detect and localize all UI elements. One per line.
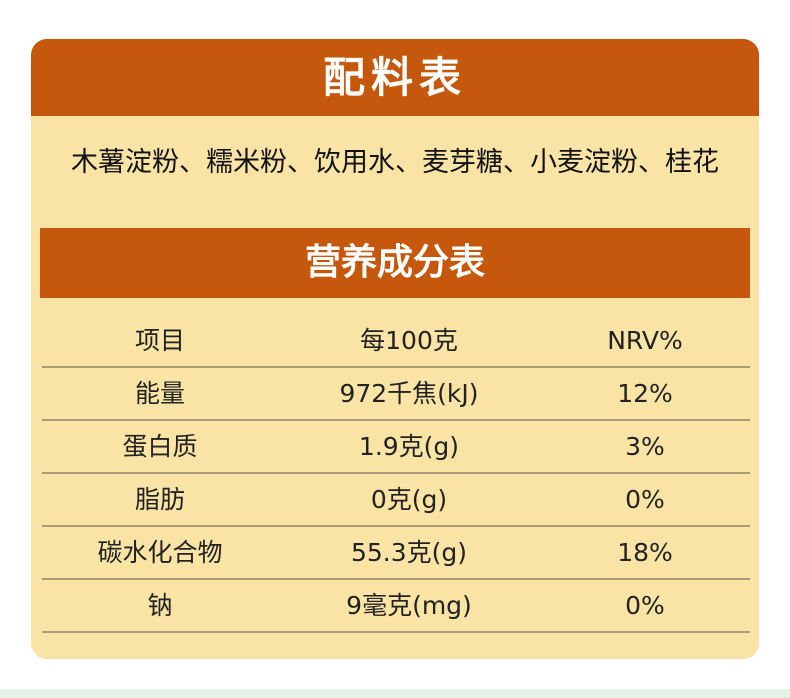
- nutrition-table: 项目 每100克 NRV% 能量 972千焦(kJ) 12% 蛋白质 1.9克(…: [42, 314, 750, 633]
- nutrient-amount: 1.9克(g): [358, 432, 460, 461]
- nutrient-nrv: 0%: [625, 485, 665, 514]
- bottom-strip: [0, 689, 790, 698]
- table-row: 脂肪 0克(g) 0%: [42, 474, 750, 527]
- table-row: 能量 972千焦(kJ) 12%: [42, 368, 750, 421]
- nutrient-nrv: 12%: [617, 379, 673, 408]
- nutrient-amount: 0克(g): [370, 485, 448, 514]
- nutrient-amount: 9毫克(mg): [346, 591, 472, 620]
- column-header-item: 项目: [134, 325, 185, 355]
- nutrient-nrv: 3%: [625, 432, 665, 461]
- nutrient-nrv: 18%: [617, 538, 673, 567]
- table-row: 钠 9毫克(mg) 0%: [42, 580, 750, 633]
- table-header-row: 项目 每100克 NRV%: [42, 314, 750, 368]
- column-header-nrv: NRV%: [607, 325, 683, 355]
- table-row: 碳水化合物 55.3克(g) 18%: [42, 527, 750, 580]
- nutrient-name: 钠: [147, 591, 173, 620]
- nutrition-title: 营养成分表: [304, 242, 485, 283]
- nutrient-name: 能量: [134, 379, 185, 408]
- nutrient-name: 蛋白质: [122, 432, 198, 461]
- nutrient-amount: 55.3克(g): [350, 538, 468, 567]
- ingredients-list: 木薯淀粉、糯米粉、饮用水、麦芽糖、小麦淀粉、桂花: [71, 147, 719, 178]
- ingredients-header: 配料表: [31, 39, 759, 116]
- nutrition-card: 配料表 木薯淀粉、糯米粉、饮用水、麦芽糖、小麦淀粉、桂花 营养成分表 项目 每1…: [31, 39, 759, 659]
- nutrient-name: 碳水化合物: [97, 538, 223, 567]
- nutrient-amount: 972千焦(kJ): [339, 379, 479, 408]
- nutrient-nrv: 0%: [625, 591, 665, 620]
- table-row: 蛋白质 1.9克(g) 3%: [42, 421, 750, 474]
- column-header-per-100g: 每100克: [360, 325, 458, 355]
- ingredients-title: 配料表: [322, 52, 467, 102]
- nutrition-header: 营养成分表: [40, 228, 750, 298]
- nutrient-name: 脂肪: [134, 485, 185, 514]
